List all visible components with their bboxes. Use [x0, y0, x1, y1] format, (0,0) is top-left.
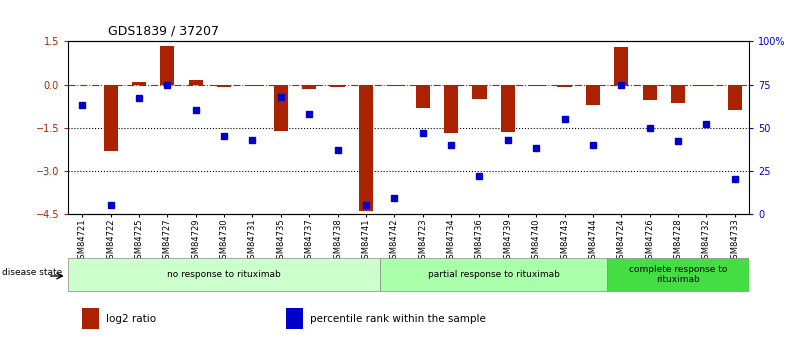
Bar	[245, 85, 260, 86]
Text: complete response to
rituximab: complete response to rituximab	[629, 265, 727, 284]
Bar	[529, 85, 543, 86]
FancyBboxPatch shape	[607, 258, 749, 291]
Bar	[331, 85, 344, 87]
Text: disease state: disease state	[2, 268, 62, 277]
Bar	[473, 85, 486, 99]
Bar	[302, 85, 316, 89]
Bar	[444, 85, 458, 134]
Bar	[557, 85, 572, 87]
FancyBboxPatch shape	[68, 258, 380, 291]
Text: log2 ratio: log2 ratio	[106, 314, 155, 324]
Bar	[501, 85, 515, 132]
Bar	[416, 85, 430, 108]
Text: partial response to rituximab: partial response to rituximab	[428, 270, 560, 279]
Bar	[614, 47, 628, 85]
Bar	[217, 85, 231, 87]
Text: no response to rituximab: no response to rituximab	[167, 270, 281, 279]
Bar	[274, 85, 288, 130]
Text: percentile rank within the sample: percentile rank within the sample	[310, 314, 485, 324]
Bar	[189, 80, 203, 85]
Bar	[727, 85, 742, 110]
Bar	[586, 85, 600, 105]
Bar	[82, 308, 99, 329]
Bar	[132, 82, 146, 85]
Bar	[642, 85, 657, 100]
FancyBboxPatch shape	[380, 258, 607, 291]
Bar	[671, 85, 685, 103]
Bar	[286, 308, 303, 329]
Bar	[387, 85, 401, 86]
Bar	[699, 85, 714, 86]
Text: GDS1839 / 37207: GDS1839 / 37207	[108, 25, 219, 38]
Bar	[103, 85, 118, 151]
Bar	[160, 46, 175, 85]
Bar	[359, 85, 373, 211]
